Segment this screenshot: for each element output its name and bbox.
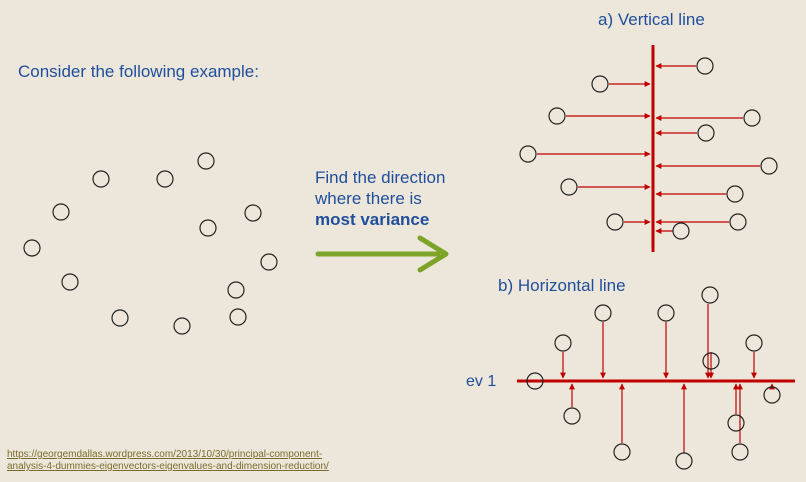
data-point — [244, 204, 262, 222]
data-point — [563, 407, 581, 425]
most-variance-emphasis: most variance — [315, 210, 430, 229]
panel-a-title: a) Vertical line — [598, 10, 705, 29]
data-point — [260, 253, 278, 271]
data-point — [156, 170, 174, 188]
data-point — [613, 443, 631, 461]
data-point — [729, 213, 747, 231]
original-data-points — [23, 152, 278, 335]
data-point — [731, 443, 749, 461]
data-point — [52, 203, 70, 221]
data-point — [173, 317, 191, 335]
data-point — [657, 304, 675, 322]
data-point — [696, 57, 714, 75]
data-point — [111, 309, 129, 327]
data-point — [702, 352, 720, 370]
data-point — [697, 124, 715, 142]
data-point — [554, 334, 572, 352]
data-point — [197, 152, 215, 170]
data-point — [675, 452, 693, 470]
data-point — [61, 273, 79, 291]
source-link[interactable]: https://georgemdallas.wordpress.com/2013… — [7, 449, 329, 473]
find-line-bold: most variance — [315, 209, 445, 230]
data-point — [92, 170, 110, 188]
panel-a-projections — [519, 45, 778, 252]
source-link-line-2[interactable]: analysis-4-dummies-eigenvectors-eigenval… — [7, 461, 329, 472]
data-point — [743, 109, 761, 127]
panel-b-title: b) Horizontal line — [498, 276, 626, 295]
data-point — [591, 75, 609, 93]
data-point — [229, 308, 247, 326]
data-point — [560, 178, 578, 196]
data-point — [672, 222, 690, 240]
panel-b-projections — [517, 286, 795, 470]
data-point — [745, 334, 763, 352]
data-point — [726, 185, 744, 203]
find-line-2: where there is — [315, 189, 422, 208]
data-point — [701, 286, 719, 304]
data-point — [727, 414, 745, 432]
find-direction-text: Find the direction where there is most v… — [315, 167, 445, 230]
data-point — [227, 281, 245, 299]
data-point — [606, 213, 624, 231]
data-point — [526, 372, 544, 390]
source-link-line-1[interactable]: https://georgemdallas.wordpress.com/2013… — [7, 449, 323, 460]
data-point — [199, 219, 217, 237]
data-point — [519, 145, 537, 163]
intro-text: Consider the following example: — [18, 62, 259, 81]
ev-1-label: ev 1 — [466, 373, 497, 390]
green-arrow — [315, 235, 449, 273]
data-point — [548, 107, 566, 125]
data-point — [594, 304, 612, 322]
data-point — [763, 386, 781, 404]
data-point — [23, 239, 41, 257]
data-point — [760, 157, 778, 175]
find-line-1: Find the direction — [315, 168, 446, 187]
